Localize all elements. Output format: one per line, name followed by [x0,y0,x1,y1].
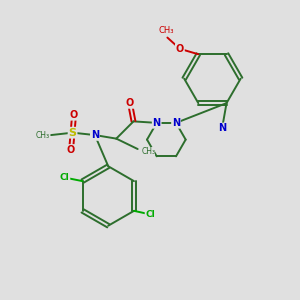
Text: O: O [126,98,134,108]
Text: Cl: Cl [146,210,155,219]
Text: CH₃: CH₃ [158,26,174,34]
Text: N: N [91,130,99,140]
Text: N: N [218,123,226,134]
Text: CH₃: CH₃ [141,147,155,156]
Text: O: O [67,145,75,155]
Text: CH₃: CH₃ [36,130,50,140]
Text: N: N [172,118,180,128]
Text: O: O [176,44,184,54]
Text: S: S [69,128,76,138]
Text: Cl: Cl [60,173,70,182]
Text: N: N [153,118,161,128]
Text: O: O [70,110,78,120]
